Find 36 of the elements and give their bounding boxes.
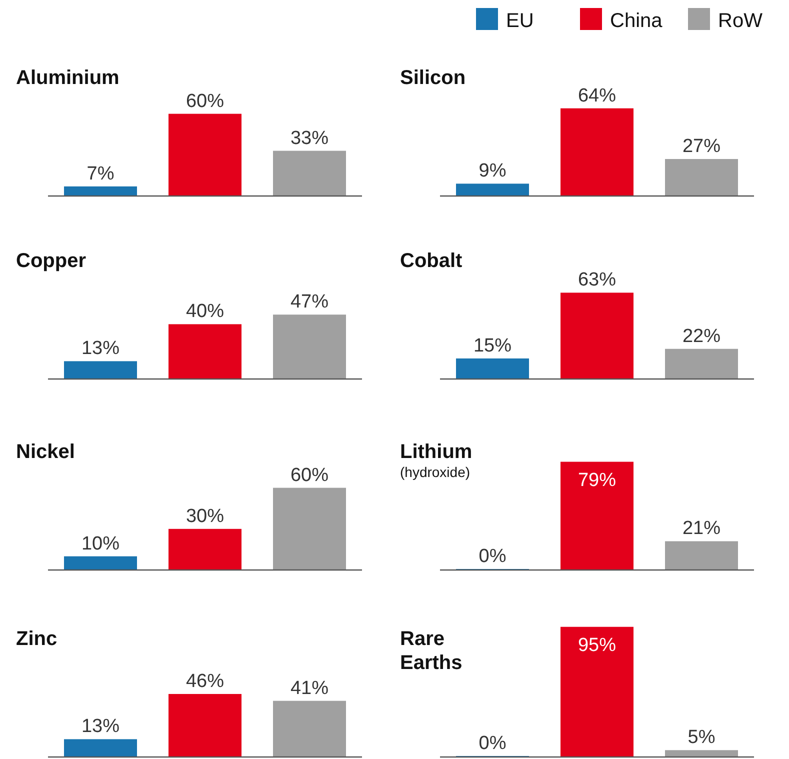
data-label: 21% [682,518,721,540]
data-label: 33% [290,128,329,149]
chart-title: Silicon [400,67,466,89]
chart-title: Lithium [400,441,472,463]
legend-label: EU [506,10,534,32]
legend-label: RoW [718,10,763,32]
data-label: 60% [186,90,224,112]
data-label: 40% [186,301,224,322]
chart-subtitle: (hydroxide) [400,464,470,480]
legend-label: China [610,10,664,32]
data-label: 22% [682,326,721,347]
data-label: 27% [682,136,721,158]
data-label: 0% [478,733,506,754]
data-label: 46% [186,670,224,692]
data-label: 64% [578,85,616,106]
data-label: 63% [578,270,616,291]
data-label: 47% [290,292,329,313]
data-label: 41% [290,678,329,699]
data-label: 10% [81,533,120,554]
data-label: 95% [578,634,616,656]
data-label: 13% [81,716,120,738]
data-label: 13% [81,338,120,360]
chart-title: Zinc [16,628,58,650]
data-label: 0% [478,546,506,567]
data-label: 30% [186,506,224,527]
data-label: 7% [86,163,114,184]
text: Rare Earths [400,628,462,674]
data-label: 15% [473,335,512,356]
chart-title: Cobalt [400,250,463,272]
chart-title: Aluminium [16,67,120,89]
data-label: 5% [688,727,716,748]
data-label: 60% [290,464,329,486]
chart-title: Nickel [16,441,75,463]
chart-title: Copper [16,250,86,272]
data-label: 79% [578,470,616,491]
data-label: 9% [478,160,506,182]
